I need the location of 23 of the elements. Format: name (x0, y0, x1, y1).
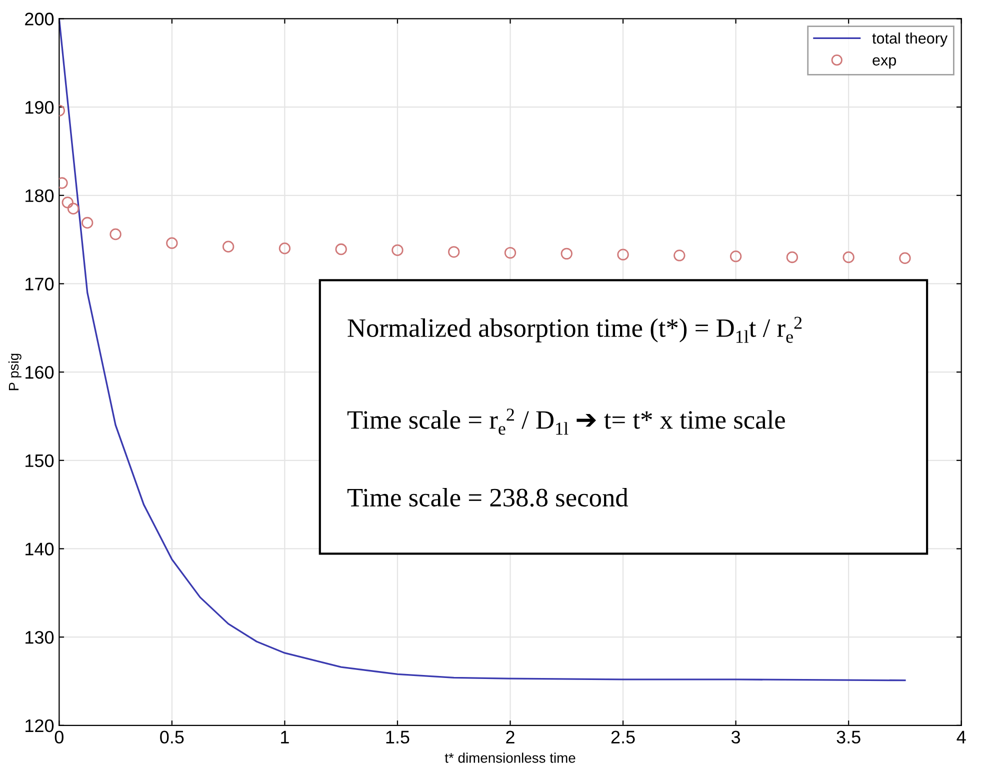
y-axis-title: P psig (8, 354, 22, 390)
x-tick-label: 0 (54, 730, 64, 744)
y-tick-label: 190 (26, 100, 54, 114)
x-tick-label: 1.5 (386, 730, 410, 744)
y-tick-label: 130 (26, 631, 54, 644)
x-axis-title: t* dimensionless time (444, 752, 576, 763)
x-tick-label: 2 (506, 730, 514, 744)
legend-label: total theory (872, 32, 948, 47)
x-tick-label: 2.5 (611, 730, 635, 744)
legend-label: exp (872, 57, 896, 69)
y-tick-label: 180 (26, 189, 54, 202)
y-tick-label: 150 (26, 454, 54, 468)
x-tick-label: 3 (731, 730, 740, 744)
y-tick-label: 120 (26, 719, 54, 732)
x-tick-label: 4 (956, 730, 966, 744)
x-tick-label: 1 (281, 730, 289, 744)
x-tick-label: 0.5 (160, 730, 184, 744)
y-tick-label: 160 (26, 366, 54, 379)
y-tick-label: 140 (26, 542, 54, 556)
annotation: Time scale = 238.8 second (347, 488, 628, 507)
y-tick-label: 200 (25, 12, 54, 26)
y-tick-label: 170 (26, 278, 54, 290)
x-tick-label: 3.5 (836, 730, 860, 744)
